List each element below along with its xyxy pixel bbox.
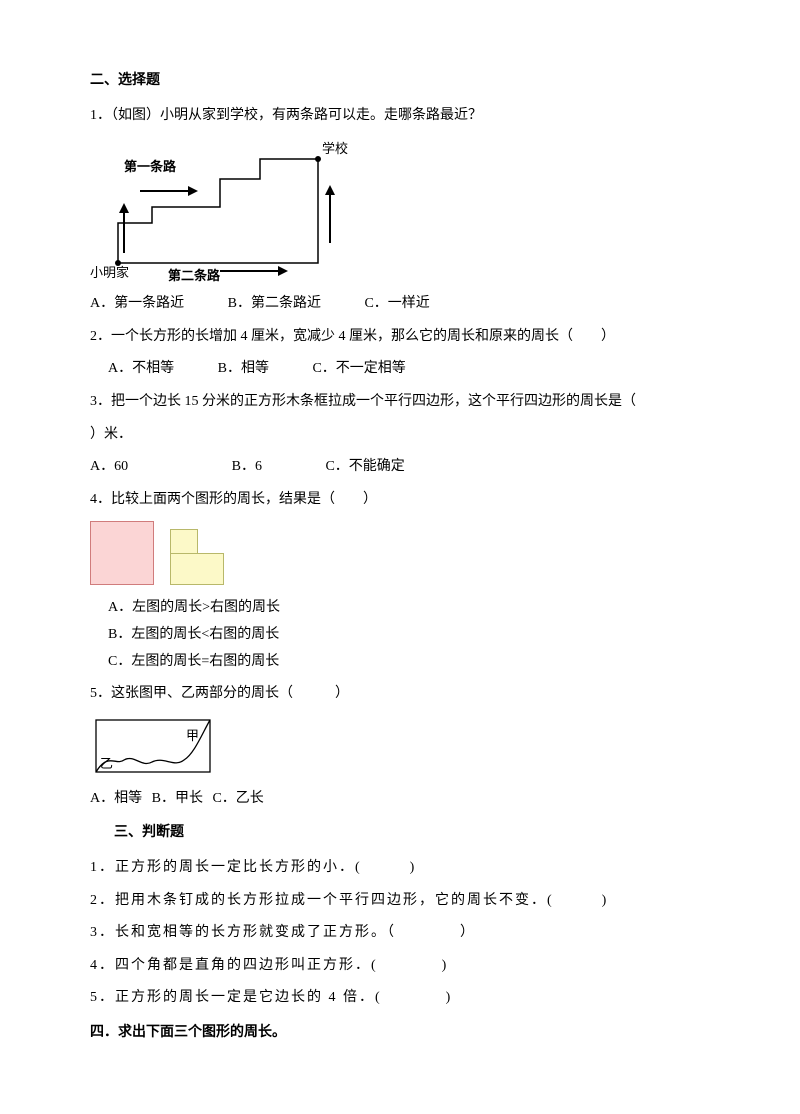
- q2-1-opt-a: A．第一条路近: [90, 291, 184, 318]
- q2-2-options: A．不相等 B．相等 C．不一定相等: [108, 356, 710, 383]
- label-jia: 甲: [186, 728, 199, 743]
- q2-2-opt-b: B．相等: [218, 356, 269, 383]
- q3-5: 5．正方形的周长一定是它边长的 4 倍．( ): [90, 985, 710, 1012]
- section4-title: 四．求出下面三个图形的周长。: [90, 1020, 710, 1047]
- q2-2-opt-a: A．不相等: [108, 356, 174, 383]
- q3-2: 2．把用木条钉成的长方形拉成一个平行四边形，它的周长不变．( ): [90, 888, 710, 915]
- q2-4-text: 4．比较上面两个图形的周长，结果是（ ）: [90, 487, 710, 514]
- q2-5-options: A．相等 B．甲长 C．乙长: [90, 786, 710, 813]
- q2-4-opt-b: B．左图的周长<右图的周长: [108, 622, 710, 649]
- q2-1-opt-c: C．一样近: [364, 291, 429, 318]
- q2-2-opt-c: C．不一定相等: [312, 356, 405, 383]
- yellow-lshape: [170, 529, 222, 585]
- q2-4-opt-c: C．左图的周长=右图的周长: [108, 649, 710, 676]
- q2-1-text: 1．（如图）小明从家到学校，有两条路可以走。走哪条路最近？: [90, 103, 710, 130]
- q2-1-opt-b: B．第二条路近: [228, 291, 321, 318]
- pink-square: [90, 521, 154, 585]
- q2-4-shapes: [90, 521, 710, 585]
- label-yi: 乙: [100, 756, 113, 771]
- q2-4-options: A．左图的周长>右图的周长 B．左图的周长<右图的周长 C．左图的周长=右图的周…: [90, 595, 710, 675]
- q2-5-opt-a: A．相等: [90, 791, 142, 806]
- section3-title: 三、判断题: [114, 820, 710, 847]
- q3-4: 4．四个角都是直角的四边形叫正方形．( ): [90, 953, 710, 980]
- q2-5-text: 5．这张图甲、乙两部分的周长（ ）: [90, 681, 710, 708]
- q3-3: 3．长和宽相等的长方形就变成了正方形。（ ）: [90, 920, 710, 947]
- label-path2: 第二条路: [168, 268, 221, 283]
- q2-3-opt-b: B．6: [232, 454, 262, 481]
- q2-2-text: 2．一个长方形的长增加 4 厘米，宽减少 4 厘米，那么它的周长和原来的周长（ …: [90, 324, 710, 351]
- q2-5-opt-b: B．甲长: [152, 791, 203, 806]
- q2-1-options: A．第一条路近 B．第二条路近 C．一样近: [90, 291, 710, 318]
- q2-3-options: A．60 B．6 C．不能确定: [90, 454, 710, 481]
- label-home: 小明家: [90, 265, 129, 280]
- q2-4-opt-a: A．左图的周长>右图的周长: [108, 595, 710, 622]
- q2-3-opt-c: C．不能确定: [325, 454, 404, 481]
- section2-title: 二、选择题: [90, 68, 710, 95]
- q2-3-opt-a: A．60: [90, 454, 128, 481]
- label-school: 学校: [322, 141, 348, 156]
- q3-1: 1．正方形的周长一定比长方形的小．( ): [90, 855, 710, 882]
- label-path1: 第一条路: [124, 159, 177, 174]
- q2-3-line2: ）米．: [90, 422, 710, 449]
- q2-1-diagram: 学校 小明家 第一条路 第二条路: [90, 135, 350, 285]
- q2-5-diagram: 甲 乙: [90, 714, 220, 780]
- q2-5-opt-c: C．乙长: [212, 791, 263, 806]
- q2-3-line1: 3．把一个边长 15 分米的正方形木条框拉成一个平行四边形，这个平行四边形的周长…: [90, 389, 710, 416]
